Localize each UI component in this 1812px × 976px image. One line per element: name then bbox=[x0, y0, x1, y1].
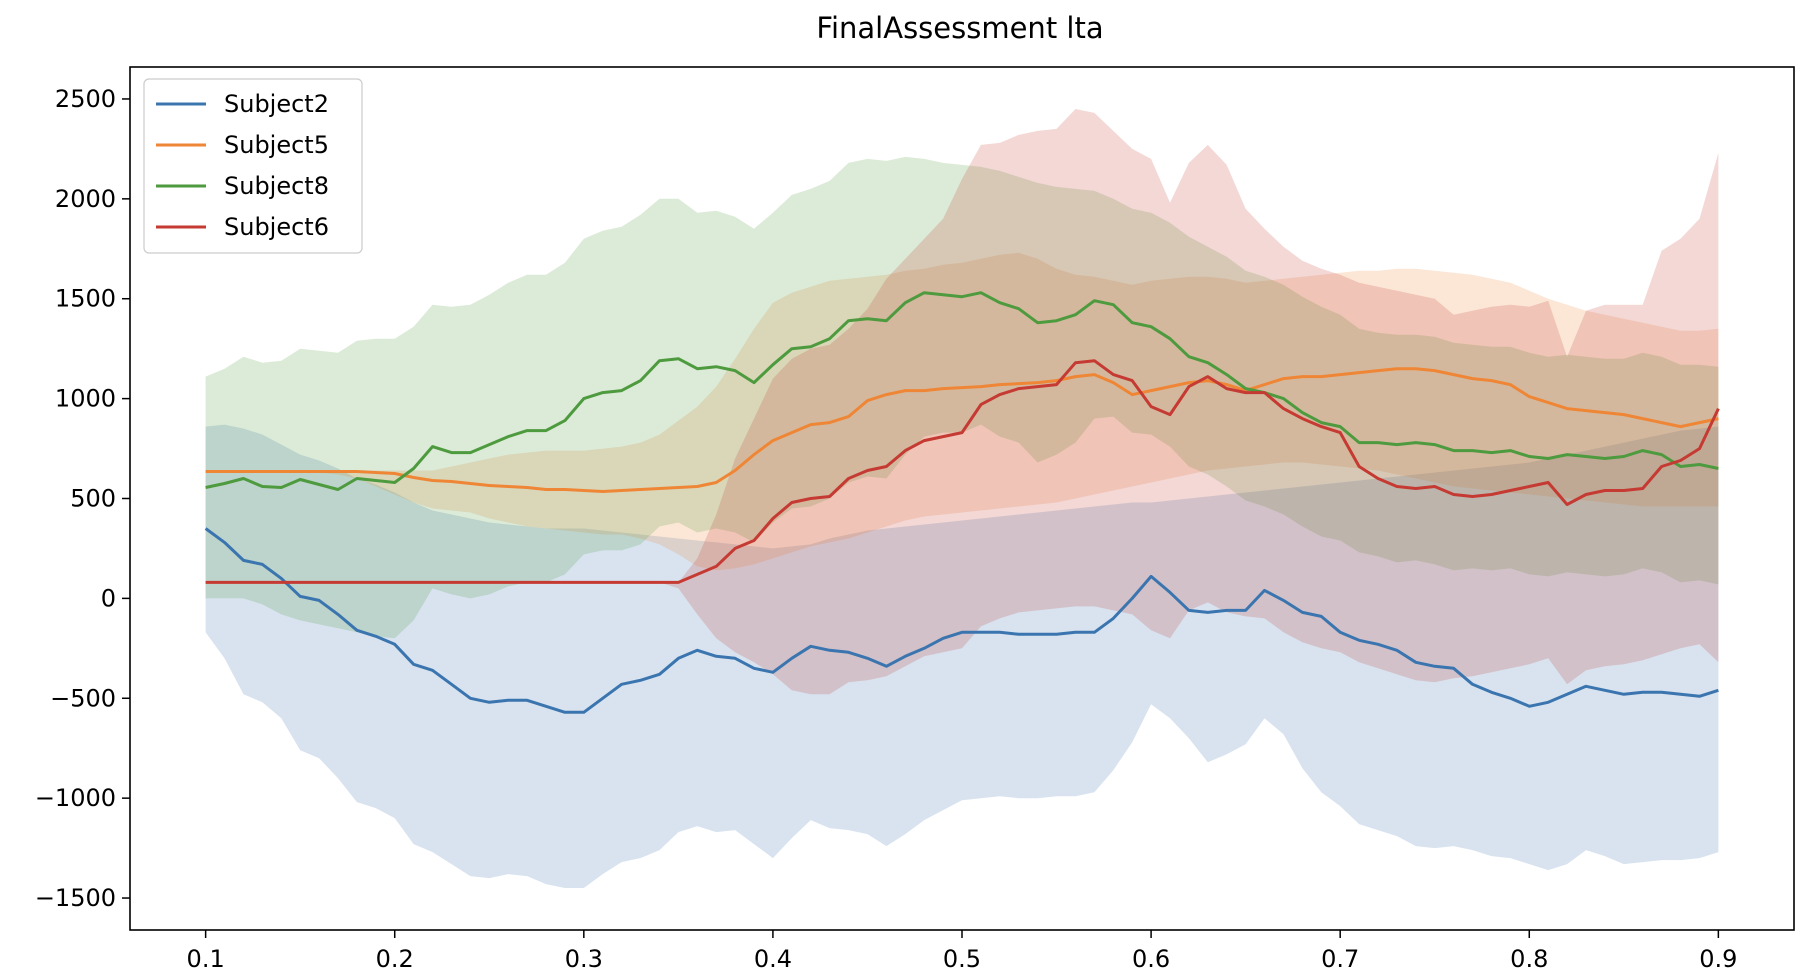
series-lines bbox=[204, 291, 1720, 714]
x-tick-label: 0.4 bbox=[754, 945, 792, 972]
y-tick-label: 2000 bbox=[55, 185, 116, 213]
legend-box bbox=[143, 78, 363, 254]
y-tick-label: 1000 bbox=[55, 385, 116, 413]
subject5-line bbox=[205, 367, 1719, 493]
x-tick-label: 0.5 bbox=[943, 945, 981, 972]
y-axis: −1500 −1000 −500 0 500 1000 1500 2000 2500 bbox=[35, 85, 130, 912]
chart-title: FinalAssessment lta bbox=[816, 11, 1103, 45]
y-tick-label: −1500 bbox=[35, 884, 116, 912]
x-tick-label: 0.6 bbox=[1132, 945, 1170, 972]
subject6-confidence-band bbox=[205, 109, 1719, 695]
y-tick-label: 1500 bbox=[55, 285, 116, 313]
x-tick-label: 0.1 bbox=[187, 945, 225, 972]
y-tick-label: −1000 bbox=[35, 784, 116, 812]
subject8-confidence-band bbox=[205, 156, 1719, 639]
x-tick-label: 0.7 bbox=[1321, 945, 1359, 972]
subject6-line bbox=[205, 359, 1720, 584]
y-tick-label: 2500 bbox=[55, 85, 116, 113]
legend-label-subject5: Subject5 bbox=[224, 131, 329, 159]
y-tick-label: 0 bbox=[101, 584, 116, 612]
legend: Subject2 Subject5 Subject8 Subject6 bbox=[143, 78, 363, 254]
subject2-line bbox=[204, 527, 1719, 714]
x-tick-label: 0.3 bbox=[565, 945, 603, 972]
legend-label-subject2: Subject2 bbox=[224, 90, 329, 118]
confidence-bands bbox=[205, 109, 1719, 888]
x-tick-label: 0.9 bbox=[1699, 945, 1737, 972]
y-tick-label: −500 bbox=[50, 684, 116, 712]
legend-label-subject8: Subject8 bbox=[224, 172, 329, 200]
y-tick-label: 500 bbox=[70, 485, 116, 513]
x-tick-label: 0.8 bbox=[1510, 945, 1548, 972]
x-axis: 0.1 0.2 0.3 0.4 0.5 0.6 0.7 0.8 0.9 bbox=[187, 930, 1737, 973]
subject2-confidence-band bbox=[205, 424, 1719, 888]
legend-label-subject6: Subject6 bbox=[224, 213, 329, 241]
x-tick-label: 0.2 bbox=[376, 945, 414, 972]
subject8-line bbox=[205, 291, 1719, 491]
